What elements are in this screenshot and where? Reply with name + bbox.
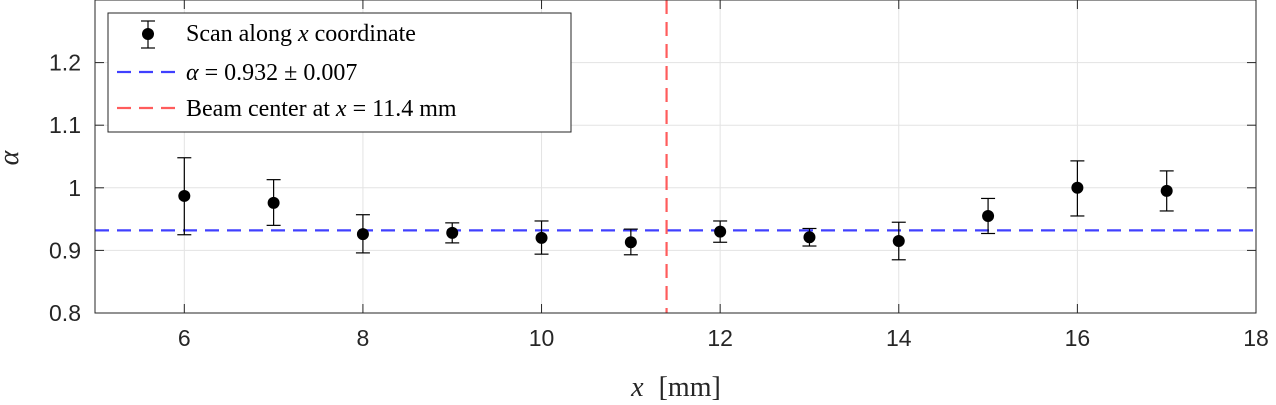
- y-tick-label: 1: [68, 175, 81, 201]
- legend-label-mean: α = 0.932 ± 0.007: [186, 60, 357, 86]
- point-marker: [446, 226, 459, 239]
- data-point: [355, 214, 370, 254]
- legend-mean-var: α: [186, 60, 199, 86]
- point-marker: [356, 228, 369, 241]
- point-marker: [803, 231, 816, 244]
- legend-beam-var: x: [335, 96, 347, 122]
- legend-scan-var: x: [297, 21, 309, 47]
- point-marker: [624, 236, 637, 249]
- reference-lines: [95, 0, 1256, 313]
- x-axis-label: x [mm]: [630, 372, 721, 403]
- data-point: [802, 227, 817, 247]
- point-marker: [892, 235, 905, 248]
- y-tick-label: 1.1: [49, 112, 81, 138]
- point-marker: [1071, 181, 1084, 194]
- point-marker: [1160, 184, 1173, 197]
- legend-beam-value: = 11.4 mm: [347, 96, 457, 122]
- point-marker: [178, 189, 191, 202]
- x-tick-label: 18: [1243, 325, 1269, 351]
- legend-label-scan: Scan along x coordinate: [186, 21, 416, 47]
- y-axis-label: α: [0, 149, 25, 165]
- x-tick-label: 16: [1065, 325, 1091, 351]
- data-point: [445, 222, 460, 244]
- x-tick-label: 10: [529, 325, 555, 351]
- legend-label-beam: Beam center at x = 11.4 mm: [186, 96, 457, 122]
- data-point: [623, 228, 638, 256]
- data-point: [534, 220, 549, 255]
- legend-mean-value: = 0.932 ± 0.007: [199, 60, 358, 86]
- x-tick-label: 8: [357, 325, 370, 351]
- data-point: [713, 220, 728, 243]
- point-marker: [535, 231, 548, 244]
- x-tick-label: 12: [707, 325, 733, 351]
- legend-box: [107, 12, 572, 133]
- legend-scan-part1: Scan along: [186, 21, 298, 47]
- x-tick-label: 6: [178, 325, 191, 351]
- legend: Scan along x coordinate α = 0.932 ± 0.00…: [107, 12, 572, 133]
- legend-beam-part1: Beam center at: [186, 96, 336, 122]
- y-tick-label: 0.8: [49, 300, 81, 326]
- legend-scan-part2: coordinate: [309, 21, 416, 47]
- legend-marker-scan: [141, 20, 155, 49]
- x-tick-label: 14: [886, 325, 912, 351]
- y-tick-label: 0.9: [49, 237, 81, 263]
- x-axis-label-var: x: [630, 372, 644, 403]
- point-marker: [714, 225, 727, 238]
- data-point: [1159, 170, 1174, 212]
- point-marker: [982, 209, 995, 222]
- ticks: 6 8 10 12 14 16 18 0.8 0.9 1 1.1 1.2: [49, 0, 1269, 351]
- data-point: [981, 197, 996, 235]
- data-point: [177, 157, 192, 236]
- data-point: [1070, 160, 1085, 217]
- x-axis-label-unit: [mm]: [659, 372, 721, 403]
- y-tick-label: 1.2: [49, 50, 81, 76]
- plot-frame: [94, 0, 1257, 314]
- point-marker: [267, 196, 280, 209]
- data-points: [177, 157, 1174, 261]
- data-point: [891, 221, 906, 261]
- data-point: [266, 179, 281, 226]
